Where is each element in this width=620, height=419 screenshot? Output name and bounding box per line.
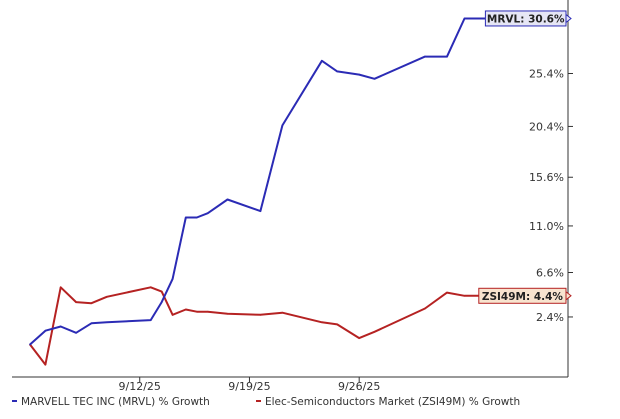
series-1-point xyxy=(90,302,93,304)
series-line-1 xyxy=(29,286,515,366)
series-1-point xyxy=(195,310,198,313)
value-callouts: MRVL: 30.6% ZSI49M: 4.4% xyxy=(478,10,572,304)
series-1-point xyxy=(463,294,466,297)
series-1-point xyxy=(149,286,152,289)
series-0-point xyxy=(424,55,426,58)
series-0-point xyxy=(90,322,93,325)
callout-label-1: ZSI49M: 4.4% xyxy=(482,291,564,303)
series-0-point xyxy=(463,17,466,20)
series-1-point xyxy=(206,310,209,313)
series-0-point xyxy=(259,210,262,212)
legend-label-0: MARVELL TEC INC (MRVL) % Growth xyxy=(21,396,210,408)
series-0-point xyxy=(29,343,31,346)
y-tick-label: 6.6% xyxy=(536,267,564,280)
series-1-point xyxy=(446,291,448,294)
series-0-point xyxy=(106,321,108,324)
callout-pointer-0 xyxy=(565,13,572,24)
series-1-point xyxy=(75,301,77,303)
series-0-point xyxy=(206,212,209,215)
series-0-point xyxy=(373,78,376,80)
y-tick-label: 11.0% xyxy=(529,220,564,233)
series-0-point xyxy=(149,319,152,321)
series-1-point xyxy=(160,290,163,293)
y-tick-label: 20.4% xyxy=(529,120,564,133)
series-0-point xyxy=(321,60,323,62)
series-1-point xyxy=(358,337,360,339)
series-line-0 xyxy=(29,17,515,346)
series-1-point xyxy=(259,314,262,316)
series-1-point xyxy=(336,323,339,326)
callout-pointer-1 xyxy=(565,290,572,301)
series-1-point xyxy=(44,363,47,366)
axes: 2.4% 6.6% 11.0% 15.6% 20.4% 25.4% 9/12/25 9/19/… xyxy=(12,0,573,393)
series-0-point xyxy=(185,216,187,219)
series-0-point xyxy=(336,70,339,73)
series-lines xyxy=(29,17,516,366)
series-0-point xyxy=(226,198,229,201)
series-0-point xyxy=(75,332,77,334)
series-1-point xyxy=(321,321,323,324)
x-tick-label: 9/19/25 xyxy=(228,380,270,393)
series-0-point xyxy=(44,329,47,332)
series-0-point xyxy=(59,325,62,328)
series-1-point xyxy=(106,296,108,298)
series-0-point xyxy=(195,216,198,219)
series-1-point xyxy=(59,286,62,289)
x-tick-label: 9/26/25 xyxy=(338,380,380,393)
x-tick-label: 9/12/25 xyxy=(119,380,161,393)
series-0-point xyxy=(358,73,360,76)
legend: MARVELL TEC INC (MRVL) % Growth Elec-Semi… xyxy=(12,396,520,408)
series-1-point xyxy=(281,311,284,314)
series-1-point xyxy=(424,307,426,310)
y-tick-label: 25.4% xyxy=(529,68,564,81)
series-0-point xyxy=(160,301,163,303)
series-1-point xyxy=(226,312,229,315)
legend-label-1: Elec-Semiconductors Market (ZSI49M) % Gr… xyxy=(265,396,520,408)
series-0-point xyxy=(446,55,448,58)
series-1-point xyxy=(373,330,376,333)
y-tick-label: 2.4% xyxy=(536,311,564,324)
callout-label-0: MRVL: 30.6% xyxy=(487,13,565,25)
y-tick-label: 15.6% xyxy=(529,171,564,184)
series-0-point xyxy=(171,278,174,280)
series-1-point xyxy=(171,314,174,316)
series-0-point xyxy=(281,124,284,127)
series-1-point xyxy=(185,308,187,311)
